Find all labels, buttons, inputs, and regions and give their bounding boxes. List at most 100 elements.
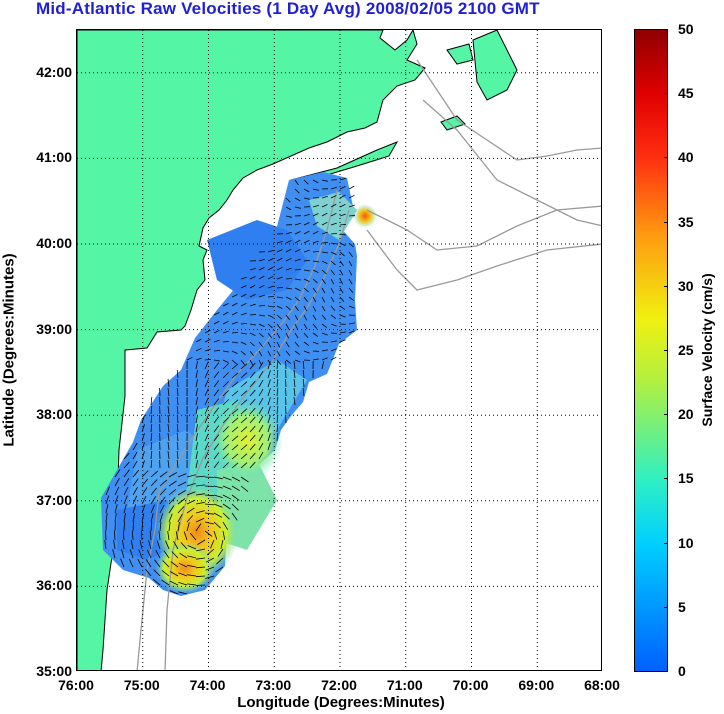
velocity-arrow [204,503,215,506]
velocity-arrow [339,287,344,294]
velocity-arrow [240,453,248,460]
velocity-arrow [267,332,272,339]
velocity-arrow [276,249,283,253]
velocity-arrow [150,396,153,406]
x-tick-label: 68:00 [584,677,620,693]
velocity-arrow [205,557,215,563]
velocity-arrow [204,485,215,487]
velocity-arrow [213,320,220,325]
velocity-arrow [321,278,326,285]
velocity-arrow [276,405,279,415]
velocity-arrow [176,369,179,379]
velocity-arrow [129,549,134,559]
velocity-arrow [187,574,197,577]
velocity-arrow [294,179,299,186]
velocity-arrow [178,591,188,595]
velocity-arrow [258,284,265,289]
velocity-arrow [114,478,120,487]
velocity-arrow [294,296,300,302]
velocity-arrow [330,203,337,208]
velocity-arrow [321,314,327,320]
velocity-arrow [321,251,328,254]
velocity-arrow [141,470,149,478]
velocity-arrow [321,287,326,294]
velocity-arrow [302,360,305,370]
velocity-arrow [114,486,120,496]
velocity-arrow [141,513,145,523]
velocity-arrow [114,469,121,478]
velocity-arrow [105,513,108,523]
velocity-arrow [267,433,271,442]
velocity-arrow [213,503,223,508]
velocity-arrow [148,540,152,550]
velocity-arrow [159,504,165,514]
velocity-arrow [146,549,152,559]
velocity-arrow [123,469,130,478]
velocity-arrow [195,415,198,424]
velocity-arrow [168,522,171,532]
velocity-arrow [204,379,209,388]
velocity-arrow [204,460,209,469]
velocity-arrow [240,332,247,335]
velocity-arrow [167,424,170,433]
velocity-arrow [159,521,162,532]
velocity-arrow [204,397,209,406]
velocity-arrow [167,531,170,541]
velocity-vectors [104,177,356,595]
velocity-arrow [249,380,256,388]
velocity-arrow [231,417,239,424]
velocity-arrow [150,504,155,514]
velocity-arrow [132,521,134,532]
velocity-arrow [167,406,170,415]
velocity-arrow [267,305,274,308]
velocity-arrow [348,278,353,285]
velocity-arrow [176,459,179,469]
velocity-arrow [195,475,206,478]
velocity-arrow [321,212,328,217]
velocity-arrow [276,359,282,365]
velocity-arrow [312,278,318,284]
velocity-arrow [339,233,346,236]
velocity-arrow [276,360,279,370]
velocity-arrow [168,497,176,505]
velocity-arrow [348,251,353,258]
velocity-arrow [285,287,292,290]
velocity-arrow [267,249,274,253]
velocity-arrow [222,341,230,343]
velocity-arrow [195,347,202,352]
velocity-arrow [293,361,296,370]
velocity-arrow [186,356,193,361]
velocity-arrow [222,363,229,370]
velocity-arrow [231,321,238,325]
velocity-arrow [312,240,319,244]
velocity-arrow [167,388,170,397]
velocity-arrow [312,314,317,321]
velocity-arrow [168,472,177,478]
velocity-arrow [330,212,337,217]
velocity-arrow [294,197,301,202]
velocity-arrow [195,433,198,442]
velocity-arrow [303,314,308,321]
velocity-arrow [240,390,248,397]
velocity-arrow [258,350,263,357]
velocity-arrow [132,513,136,523]
velocity-arrow [141,478,149,487]
velocity-arrow [132,495,138,505]
velocity-arrow [204,361,209,370]
velocity-arrow [249,341,255,347]
velocity-arrow [167,433,170,442]
velocity-arrow [258,294,265,298]
velocity-arrow [204,359,212,361]
map-plot-area [76,29,602,671]
velocity-arrow [293,388,296,397]
velocity-arrow [187,545,197,550]
velocity-arrow [240,417,248,424]
velocity-arrow [165,540,170,550]
velocity-arrow [213,443,220,451]
velocity-arrow [240,408,248,415]
velocity-arrow [312,188,319,191]
velocity-arrow [105,530,107,541]
velocity-arrow [167,397,170,406]
velocity-arrow [294,258,301,262]
velocity-arrow [197,539,206,545]
